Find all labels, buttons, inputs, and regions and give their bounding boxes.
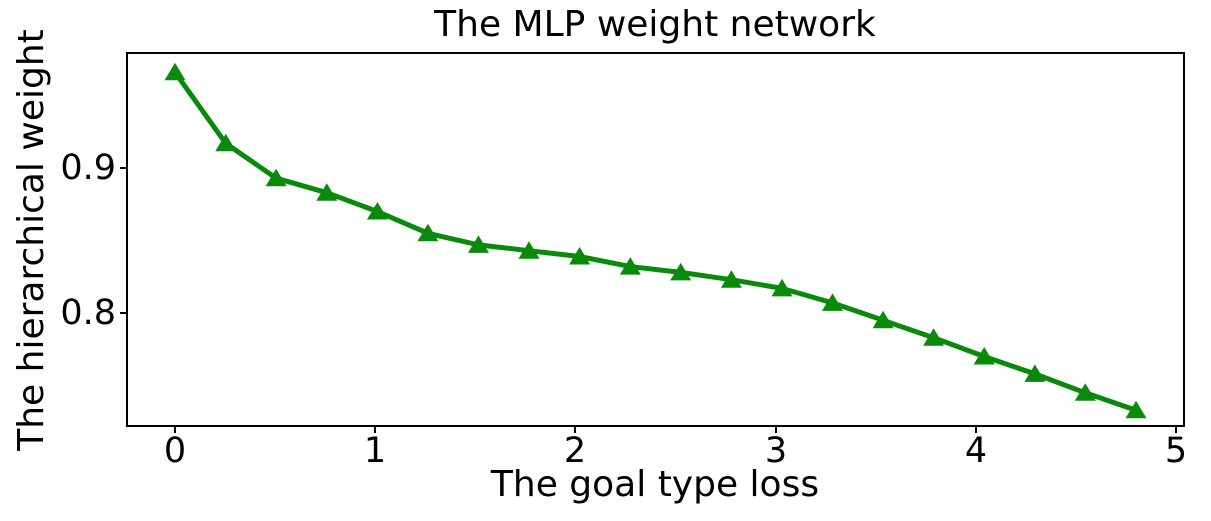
x-tick-mark bbox=[374, 425, 376, 433]
data-point-marker bbox=[1024, 364, 1046, 382]
data-point-marker bbox=[417, 223, 439, 242]
x-tick-mark bbox=[174, 425, 176, 433]
data-point-marker bbox=[366, 202, 388, 220]
x-tick-label: 4 bbox=[964, 431, 988, 471]
data-point-marker bbox=[872, 310, 894, 329]
x-tick-label: 3 bbox=[764, 431, 788, 471]
x-tick-mark bbox=[574, 425, 576, 433]
series-line bbox=[172, 70, 1137, 413]
x-tick-label: 1 bbox=[363, 431, 387, 471]
data-point-marker bbox=[316, 183, 338, 201]
x-axis-label: The goal type loss bbox=[490, 464, 820, 505]
line-series-svg bbox=[164, 62, 1147, 419]
plot-area bbox=[126, 52, 1185, 427]
y-axis-label: The hierarchical weight bbox=[11, 29, 52, 451]
y-tick-mark bbox=[120, 167, 128, 169]
data-point-marker bbox=[164, 62, 186, 81]
x-tick-mark bbox=[1175, 425, 1177, 433]
data-point-marker bbox=[468, 235, 489, 253]
data-point-marker bbox=[923, 328, 945, 346]
x-tick-mark bbox=[975, 425, 977, 433]
y-tick-label: 0.8 bbox=[60, 293, 116, 333]
data-point-marker bbox=[771, 278, 793, 297]
y-tick-label: 0.9 bbox=[60, 148, 116, 188]
data-point-marker bbox=[1074, 383, 1096, 401]
x-tick-mark bbox=[775, 425, 777, 433]
y-tick-mark bbox=[120, 312, 128, 314]
data-point-marker bbox=[822, 293, 843, 311]
data-point-marker bbox=[265, 168, 287, 187]
data-point-marker bbox=[973, 347, 995, 365]
data-point-marker bbox=[720, 270, 742, 288]
chart-title: The MLP weight network bbox=[434, 4, 876, 45]
x-tick-label: 5 bbox=[1164, 431, 1188, 471]
data-point-marker bbox=[670, 262, 692, 281]
data-point-marker bbox=[1125, 400, 1147, 419]
data-point-marker bbox=[215, 133, 237, 152]
data-point-marker bbox=[619, 257, 641, 275]
data-point-marker bbox=[518, 241, 540, 259]
data-point-marker bbox=[569, 247, 591, 265]
x-tick-label: 2 bbox=[563, 431, 587, 471]
x-tick-label: 0 bbox=[163, 431, 187, 471]
